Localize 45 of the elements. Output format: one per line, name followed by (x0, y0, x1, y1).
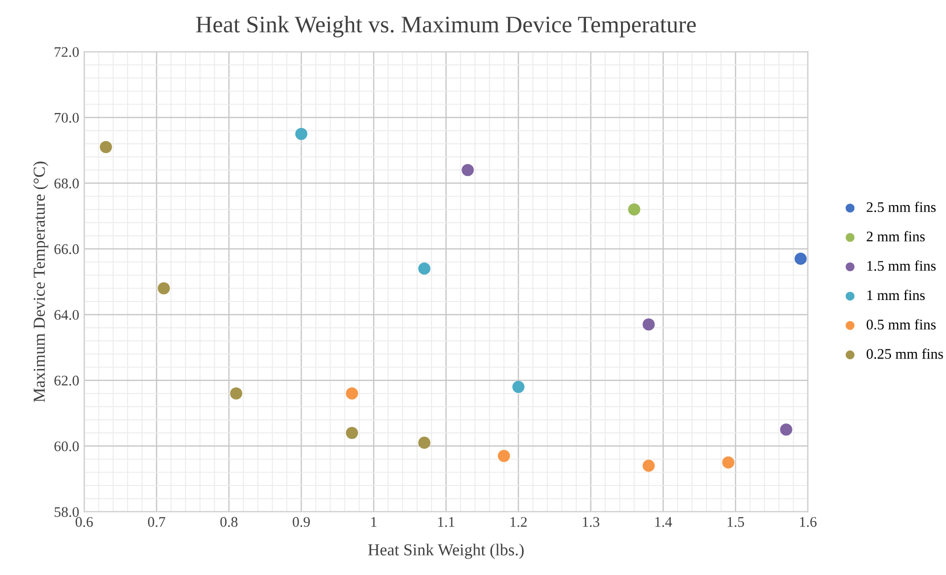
x-tick-label: 1.3 (582, 517, 600, 527)
x-tick-label: 1.6 (800, 517, 817, 527)
point (498, 450, 510, 462)
point (462, 164, 474, 176)
y-tick-label: 66.0 (54, 244, 79, 254)
legend-label: 0.25 mm fins (866, 348, 943, 359)
legend-label: 2 mm fins (866, 231, 925, 242)
x-tick-label: 1.5 (728, 517, 744, 527)
legend-label: 2.5 mm fins (866, 202, 936, 212)
point (418, 436, 430, 449)
point (722, 456, 734, 469)
y-tick-label: 70.0 (54, 112, 79, 123)
point (512, 380, 524, 393)
x-tick-label: 1 (371, 517, 376, 527)
legend-label: 1 mm fins (867, 290, 925, 300)
x-tick-label: 0.9 (292, 517, 310, 527)
x-axis-title: Heat Sink Weight (lbs.) (368, 544, 524, 559)
point (346, 387, 358, 400)
point (642, 460, 655, 472)
point (794, 252, 807, 265)
point (158, 282, 170, 294)
legend-label: 0.5 mm fins (866, 319, 936, 330)
x-tick-label: 0.6 (76, 517, 93, 527)
point (628, 203, 640, 216)
y-tick-label: 68.0 (54, 178, 79, 188)
y-tick-label: 64.0 (54, 310, 79, 320)
y-axis-title: Maximum Device Temperature (°C) (33, 162, 48, 402)
x-tick-label: 1.1 (438, 517, 454, 527)
legend-label: 1.5 mm fins (867, 260, 936, 271)
point (346, 426, 358, 439)
chart-title: Heat Sink Weight vs. Maximum Device Temperature (196, 16, 696, 38)
point (780, 424, 792, 436)
x-tick-label: 1.4 (655, 517, 672, 527)
x-tick-label: 0.8 (220, 517, 238, 527)
point (642, 318, 655, 331)
y-tick-label: 58.0 (54, 507, 79, 518)
x-tick-label: 0.7 (148, 517, 166, 527)
y-tick-label: 62.0 (54, 376, 79, 386)
y-tick-label: 72.0 (54, 47, 79, 58)
x-tick-label: 1.2 (510, 517, 527, 527)
y-tick-label: 60.0 (54, 441, 79, 452)
point (418, 262, 430, 275)
point (100, 140, 112, 154)
point (295, 128, 308, 140)
point (230, 387, 242, 400)
